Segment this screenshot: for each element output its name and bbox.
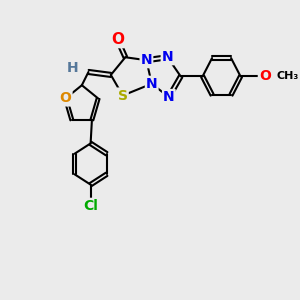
Text: N: N [141, 53, 152, 67]
Text: O: O [259, 69, 271, 83]
Text: O: O [111, 32, 124, 47]
Text: Cl: Cl [83, 199, 98, 213]
Text: O: O [60, 92, 71, 105]
Text: N: N [163, 90, 175, 104]
Text: N: N [162, 50, 173, 64]
Text: H: H [67, 61, 78, 75]
Text: S: S [118, 88, 128, 103]
Text: N: N [146, 77, 158, 91]
Text: CH₃: CH₃ [276, 71, 298, 81]
